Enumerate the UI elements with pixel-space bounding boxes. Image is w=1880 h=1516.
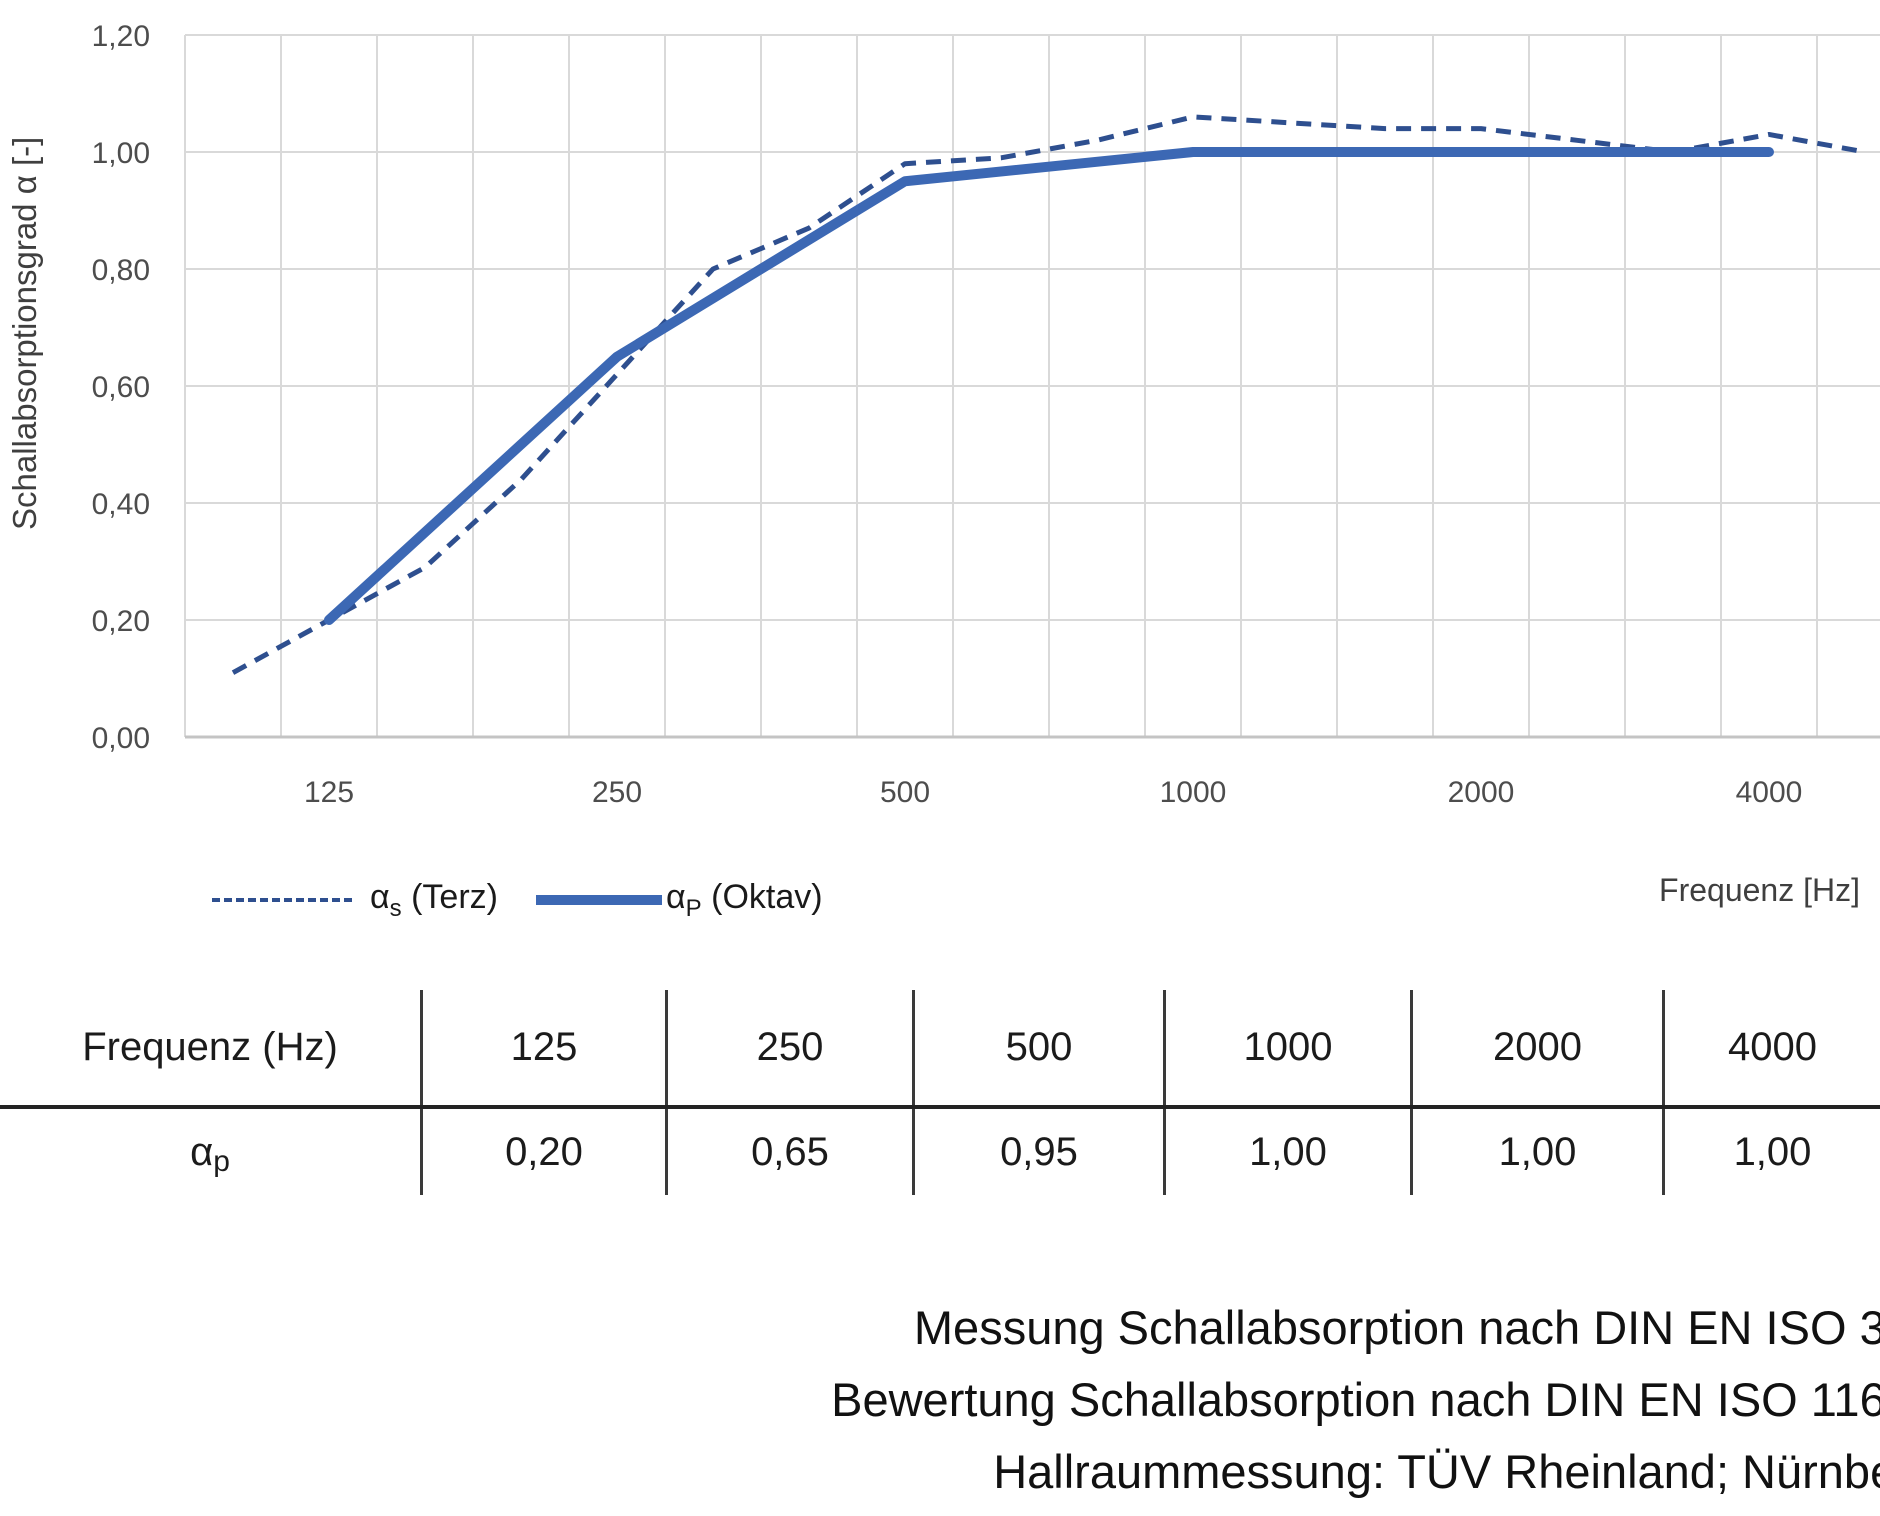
x-tick-label: 2000	[1448, 776, 1515, 809]
table-header-row: Frequenz (Hz) 125 250 500 1000 2000 4000	[0, 990, 1880, 1105]
y-tick-label: 1,00	[92, 137, 150, 170]
y-tick-label: 0,00	[92, 722, 150, 755]
x-tick-label: 125	[304, 776, 354, 809]
legend-label-terz: αs (Terz)	[370, 878, 498, 922]
table-value-4000: 1,00	[1662, 1109, 1880, 1195]
note-line-3: Hallraummessung: TÜV Rheinland; Nürnberg	[993, 1445, 1880, 1498]
note-line-1: Messung Schallabsorption nach DIN EN ISO…	[913, 1301, 1880, 1354]
table-header-500: 500	[912, 990, 1163, 1105]
table-value-500: 0,95	[912, 1109, 1163, 1195]
x-tick-label: 500	[880, 776, 930, 809]
table-header-2000: 2000	[1410, 990, 1662, 1105]
measurement-notes: Messung Schallabsorption nach DIN EN ISO…	[831, 1292, 1880, 1508]
x-axis-title: Frequenz [Hz]	[1659, 872, 1860, 908]
table-value-125: 0,20	[420, 1109, 665, 1195]
y-tick-label: 0,80	[92, 254, 150, 287]
note-line-2: Bewertung Schallabsorption nach DIN EN I…	[831, 1373, 1880, 1426]
y-tick-label: 0,40	[92, 488, 150, 521]
legend-item-oktav: αP (Oktav)	[536, 878, 823, 923]
table-header-1000: 1000	[1163, 990, 1410, 1105]
absorption-chart-svg: 0,00 0,20 0,40 0,60 0,80 1,00 1,20 125 250 500 100…	[92, 20, 1880, 809]
table-divider	[0, 1105, 1880, 1109]
legend-item-terz: αs (Terz)	[212, 878, 498, 923]
table-header-4000: 4000	[1662, 990, 1880, 1105]
legend-label-oktav: αP (Oktav)	[666, 878, 823, 922]
absorption-chart: 0,00 0,20 0,40 0,60 0,80 1,00 1,20 125 250 500 100…	[0, 20, 1880, 922]
x-tick-label: 4000	[1736, 776, 1803, 809]
y-tick-label: 1,20	[92, 20, 150, 53]
y-tick-label: 0,20	[92, 605, 150, 638]
table-value-1000: 1,00	[1163, 1109, 1410, 1195]
table-value-2000: 1,00	[1410, 1109, 1662, 1195]
table-header-frequency: Frequenz (Hz)	[82, 1025, 338, 1069]
x-tick-label: 250	[592, 776, 642, 809]
y-tick-label: 0,60	[92, 371, 150, 404]
table-header-125: 125	[420, 990, 665, 1105]
y-axis-title: Schallabsorptionsgrad α [-]	[6, 136, 43, 530]
chart-legend: αs (Terz) αP (Oktav)	[0, 878, 1100, 922]
x-tick-label: 1000	[1160, 776, 1227, 809]
table-header-250: 250	[665, 990, 912, 1105]
table-value-250: 0,65	[665, 1109, 912, 1195]
dashed-line-swatch	[212, 898, 352, 903]
solid-line-swatch	[536, 895, 662, 906]
absorption-table: Frequenz (Hz) 125 250 500 1000 2000 4000…	[0, 990, 1880, 1195]
